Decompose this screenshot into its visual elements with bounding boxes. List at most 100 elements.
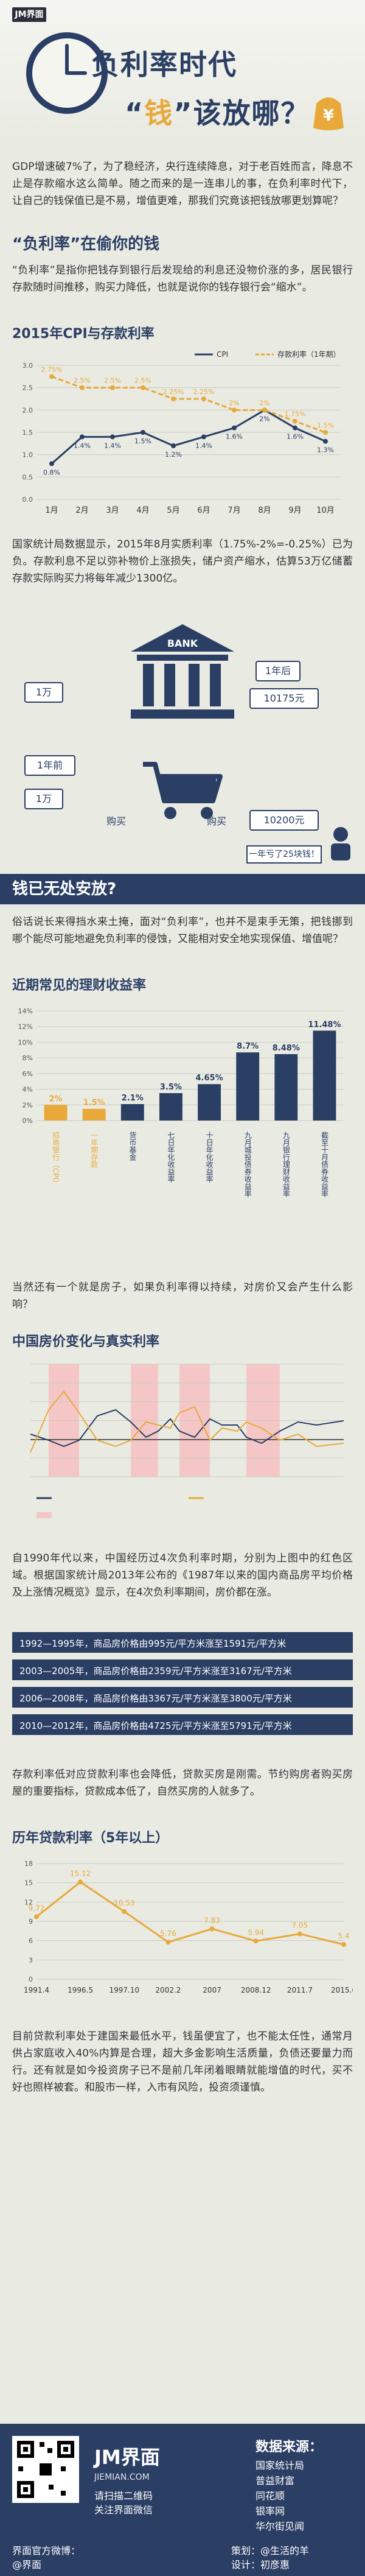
- data-point: [141, 385, 145, 390]
- data-point: [262, 407, 267, 413]
- data-label: 9.72: [29, 1904, 45, 1912]
- data-label: 5.94: [248, 1928, 264, 1937]
- data-label: 1.4%: [195, 442, 212, 449]
- y-tick-label: 2%: [23, 1101, 33, 1109]
- data-label: 2.5%: [134, 377, 151, 385]
- shopping-cart-icon: [143, 762, 223, 819]
- data-label: 7.83: [204, 1916, 220, 1924]
- legend-negative-period: [36, 1512, 52, 1518]
- data-point: [293, 418, 297, 424]
- data-label: 0.8%: [43, 468, 60, 476]
- house-question: 当然还有一个就是房子，如果负利率得以持续，对房价又会产生什么影响？: [12, 1281, 353, 1311]
- y-tick-label: 15: [24, 1879, 33, 1887]
- y-tick-label: 0.0: [23, 496, 33, 504]
- house-chart-title: 中国房价变化与真实利率: [12, 1334, 160, 1350]
- data-point: [209, 1926, 215, 1932]
- data-point: [122, 1909, 127, 1914]
- buy-label-1: 购买: [106, 815, 127, 827]
- cpi-chart: 0.0 0.5 1.0 1.5 2.0 2.5 3.0 CPI 存款利率（1年期） 0.8% 1.4…: [23, 350, 341, 515]
- data-label: 1.4%: [74, 442, 91, 449]
- data-source-item: 普益财富: [255, 2475, 295, 2486]
- x-tick-label: 2008.12: [241, 1986, 271, 1994]
- y-tick-label: 6: [29, 1937, 33, 1945]
- y-tick-label: 8%: [23, 1054, 33, 1062]
- data-label: 2%: [229, 399, 239, 407]
- bar: [198, 1084, 221, 1121]
- negative-rate-definition: “负利率”是指你把钱存到银行后发现给的利息还没物价涨的多，居民银行存款随时间推移…: [12, 264, 353, 294]
- x-tick-label: 2月: [75, 506, 88, 515]
- cpi-chart-title: 2015年CPI与存款利率: [12, 326, 155, 342]
- loan-chart: 0 3 6 9 12 15 18 9.72 15.12 10.53 5.76 7.83 5.94 7.05…: [24, 1860, 353, 1994]
- data-label: 1.6%: [226, 433, 243, 441]
- cpi-analysis: 国家统计局数据显示，2015年8月实质利率（1.75%-2%=-0.25%）已为…: [12, 538, 353, 585]
- data-label: 1.75%: [285, 410, 306, 418]
- section2-text: 俗话说长来得挡水来土掩，面对“负利率”，也并不是束手无策，把钱挪到哪个能尽可能地…: [12, 916, 353, 945]
- footer: JM界面 JIEMIAN.COM 请扫描二维码 关注界面微信 数据来源： 国家统…: [0, 2424, 365, 2576]
- data-point: [201, 396, 206, 401]
- bar-value-label: 2%: [49, 1094, 63, 1103]
- x-tick-label: 9月: [288, 506, 301, 515]
- y-tick-label: 6%: [23, 1070, 33, 1078]
- real-rate-line: [30, 1409, 344, 1448]
- data-label: 1.5%: [134, 437, 151, 445]
- qr-code[interactable]: [12, 2436, 79, 2503]
- bar: [82, 1108, 106, 1121]
- data-point: [171, 443, 176, 448]
- x-tick-label: 九月银行理财收益率: [282, 1131, 290, 1197]
- x-tick-label: 2002.2: [155, 1986, 181, 1994]
- data-label: 10.53: [114, 1899, 134, 1907]
- data-point: [78, 1879, 83, 1885]
- data-label: 5.4: [338, 1932, 349, 1940]
- data-label: 5.76: [160, 1929, 176, 1938]
- data-point: [201, 434, 206, 440]
- data-label: 1.3%: [317, 446, 334, 454]
- bar-value-label: 2.1%: [122, 1094, 144, 1103]
- data-label: 1.6%: [287, 433, 304, 441]
- amount-1: 1万: [24, 682, 63, 703]
- page-title-line2: “钱”该放哪？: [125, 97, 310, 130]
- data-point: [293, 425, 297, 431]
- x-tick-label: 2011.7: [287, 1986, 313, 1994]
- bar-value-label: 8.7%: [237, 1042, 259, 1051]
- y-tick-label: 18: [24, 1860, 33, 1868]
- x-tick-label: 1996.5: [68, 1986, 93, 1994]
- bar: [274, 1054, 298, 1121]
- period-row: 1992—1995年，商品房价格由995元/平方米涨至1591元/平方米: [12, 1632, 353, 1653]
- x-tick-label: 十日年化收益率: [205, 1131, 214, 1183]
- y-tick-label: 10%: [18, 1038, 33, 1046]
- data-point: [323, 438, 328, 444]
- data-point: [49, 374, 54, 379]
- savings-illustration: BANK 1万 1年后 10175元 1年前 1万 购买 购买 10200元 一…: [0, 615, 365, 865]
- y-tick-label: 12: [24, 1898, 33, 1906]
- legend-rate: 存款利率（1年期）: [277, 350, 341, 359]
- data-point: [80, 385, 85, 390]
- bar: [313, 1030, 336, 1121]
- designer-credit: 设计：初彦惠: [231, 2559, 290, 2571]
- loan-text: 存款利率低对应贷款利率也会降低，贷款买房是刚需。节约购房者购买房屋的重要指标，贷…: [12, 1768, 353, 1798]
- person-icon: [331, 827, 350, 860]
- y-tick-label: 14%: [18, 1007, 33, 1015]
- x-tick-label: 一年期存款: [90, 1131, 99, 1169]
- data-source-item: 华尔街见闻: [255, 2521, 305, 2532]
- section2-title: 钱已无处安放?: [0, 874, 365, 904]
- x-tick-label: 货币基金: [128, 1131, 137, 1161]
- period-row: 2006—2008年，商品房价格由3367元/平方米涨至3800元/平方米: [12, 1687, 353, 1708]
- footer-brand-url: JIEMIAN.COM: [94, 2472, 150, 2482]
- data-point: [297, 1931, 302, 1937]
- weibo-handle[interactable]: @界面: [12, 2559, 42, 2571]
- bank-label: BANK: [167, 638, 198, 649]
- y-tick-label: 12%: [18, 1023, 33, 1031]
- x-tick-label: 5月: [167, 506, 179, 515]
- bank-icon: BANK: [131, 624, 234, 719]
- data-point: [232, 407, 237, 413]
- data-label: 1.5%: [317, 421, 334, 429]
- x-tick-label: 2015.6: [331, 1986, 353, 1994]
- data-source-item: 国家统计局: [255, 2460, 305, 2471]
- x-tick-label: 招商银行（CPI）: [52, 1131, 60, 1188]
- x-tick-label: 6月: [197, 506, 210, 515]
- legend-cpi: CPI: [217, 350, 228, 359]
- data-point: [341, 1942, 346, 1947]
- y-tick-label: 9: [29, 1918, 33, 1926]
- period-table: 1992—1995年，商品房价格由995元/平方米涨至1591元/平方米 200…: [12, 1632, 353, 1754]
- weibo-label: 界面官方微博：: [12, 2545, 81, 2557]
